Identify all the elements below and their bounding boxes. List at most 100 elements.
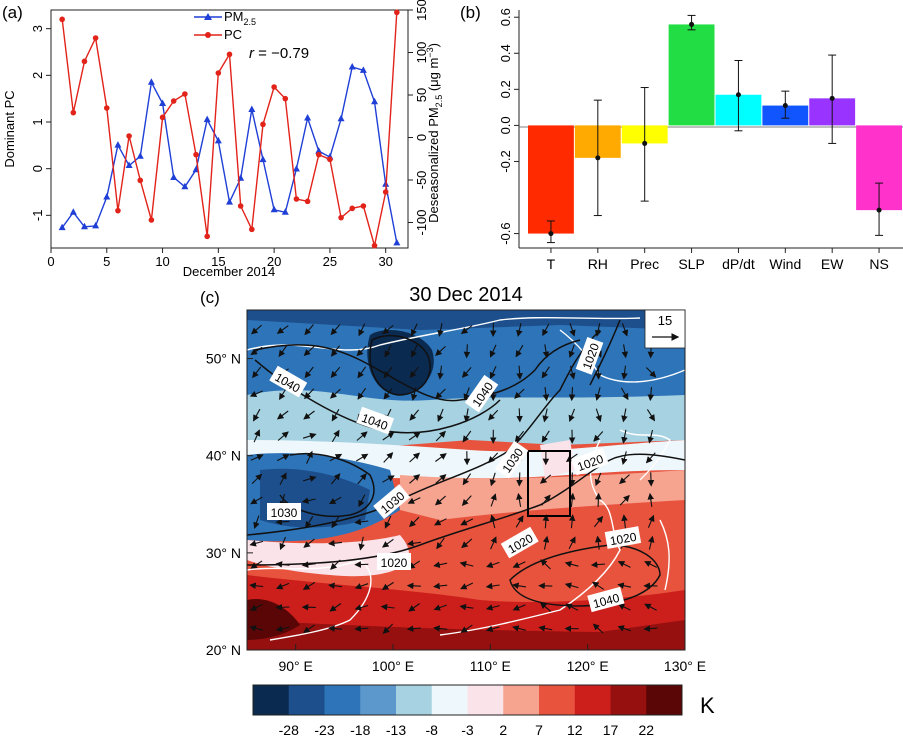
map-lat-ticks: 50° N 40° N 30° N 20° N	[206, 351, 253, 658]
wind-vector	[382, 431, 395, 441]
colorbar-tick-label: 7	[535, 722, 543, 738]
wind-vector	[277, 431, 289, 441]
wind-vector	[538, 625, 553, 632]
colorbar-swatch	[253, 685, 290, 715]
wind-vector	[568, 514, 576, 529]
data-point-pm	[359, 66, 367, 73]
wind-vector	[539, 474, 552, 484]
data-point-pm	[147, 78, 155, 85]
wind-vector	[591, 581, 605, 590]
temp-band-pink	[247, 535, 410, 577]
isobar-1020-northeast	[589, 319, 621, 386]
colorbar-frame	[252, 684, 683, 716]
isobar-label: 1020	[377, 553, 411, 570]
border-north	[247, 317, 641, 351]
lat-tick-label: 50° N	[206, 351, 241, 367]
wind-vector	[460, 518, 474, 526]
wind-vector	[462, 430, 472, 443]
wind-vector	[621, 344, 629, 359]
data-point-pc	[81, 58, 88, 65]
wind-vector	[409, 452, 421, 463]
wind-vector	[275, 603, 290, 611]
wind-vector	[646, 409, 655, 422]
wind-vector	[356, 453, 369, 462]
wind-vector	[253, 408, 261, 422]
panel-c-title: 30 Dec 2014	[409, 284, 522, 306]
data-point-pc	[137, 177, 144, 184]
series-line-pc	[61, 12, 398, 246]
panel-c-label: (c)	[200, 288, 220, 307]
data-point-pc	[282, 95, 289, 102]
wind-vector	[512, 561, 526, 568]
legend-pc-label: PC	[224, 27, 242, 42]
y-tick-label: 0.6	[498, 8, 513, 26]
study-region-box	[527, 450, 571, 517]
coastline-east	[439, 439, 621, 636]
wind-vector	[354, 583, 369, 590]
colorbar-tick-label: -3	[461, 722, 474, 738]
reference-vector-box	[644, 309, 686, 349]
wind-vector	[565, 603, 579, 611]
wind-vector	[593, 515, 604, 528]
data-point-pm	[159, 99, 167, 106]
y-tick-label: 0.2	[498, 80, 513, 98]
wind-vector	[568, 408, 576, 423]
wind-vector	[568, 387, 576, 402]
x-tick-label: 15	[211, 254, 225, 269]
wind-vector	[621, 429, 628, 444]
wind-vector	[303, 410, 315, 420]
wind-vector	[409, 516, 420, 528]
data-point-pm	[259, 155, 267, 163]
wind-vector	[620, 387, 629, 401]
wind-vector	[249, 390, 263, 397]
wind-vector	[328, 539, 343, 547]
wind-vector	[433, 582, 448, 590]
wind-vector	[330, 559, 341, 570]
colorbar-tick-label: 2	[499, 722, 507, 738]
x-tick-label: EW	[821, 256, 844, 272]
lon-tick-label: 130° E	[664, 658, 706, 674]
wind-vector	[382, 475, 395, 483]
y-tick-label-right: 100	[414, 42, 429, 64]
data-point-pm	[58, 223, 66, 231]
wind-vector	[647, 514, 655, 528]
wind-vector	[409, 474, 421, 484]
lon-tick-label: 90° E	[278, 658, 312, 674]
y-tick-label-right: 150	[414, 0, 429, 21]
wind-vector	[647, 492, 655, 507]
wind-vector	[384, 344, 392, 358]
wind-vector	[516, 408, 523, 423]
wind-vector	[462, 473, 472, 486]
panel-a-line-chart: (a) 0 5 10 15 20 25 30 -1 0 1 2 3 -100 -50 0 50 100 150…	[2, 0, 444, 279]
colorbar-tick-label: 17	[603, 722, 619, 738]
wind-vector	[512, 625, 526, 632]
wind-vector	[542, 535, 550, 550]
wind-vector	[250, 454, 264, 461]
wind-vector	[303, 538, 315, 548]
x-tick-label: 25	[323, 254, 337, 269]
data-point-pc	[394, 9, 400, 16]
wind-vector	[459, 603, 474, 611]
wind-vector	[304, 388, 315, 400]
wind-vector	[621, 408, 628, 423]
wind-vector	[382, 538, 394, 548]
bar-value-point	[829, 95, 835, 101]
wind-vector	[644, 561, 658, 568]
wind-vector	[356, 345, 367, 357]
legend-pm25-marker	[204, 13, 212, 20]
y-tick-label: -0.6	[498, 222, 513, 244]
wind-vector	[433, 561, 448, 568]
wind-vector	[275, 582, 290, 590]
data-point-pc	[260, 121, 266, 128]
wind-vector	[330, 473, 341, 485]
wind-vector	[569, 365, 576, 380]
colorbar-swatch	[324, 685, 361, 715]
data-point-pm	[92, 221, 100, 229]
data-point-pm	[248, 105, 256, 112]
colorbar-tick-label: -23	[314, 722, 334, 738]
wind-vector	[541, 494, 551, 506]
wind-vector	[303, 624, 315, 634]
data-point-pm	[292, 164, 300, 172]
wind-vector	[512, 582, 527, 590]
wind-vector	[514, 388, 525, 399]
